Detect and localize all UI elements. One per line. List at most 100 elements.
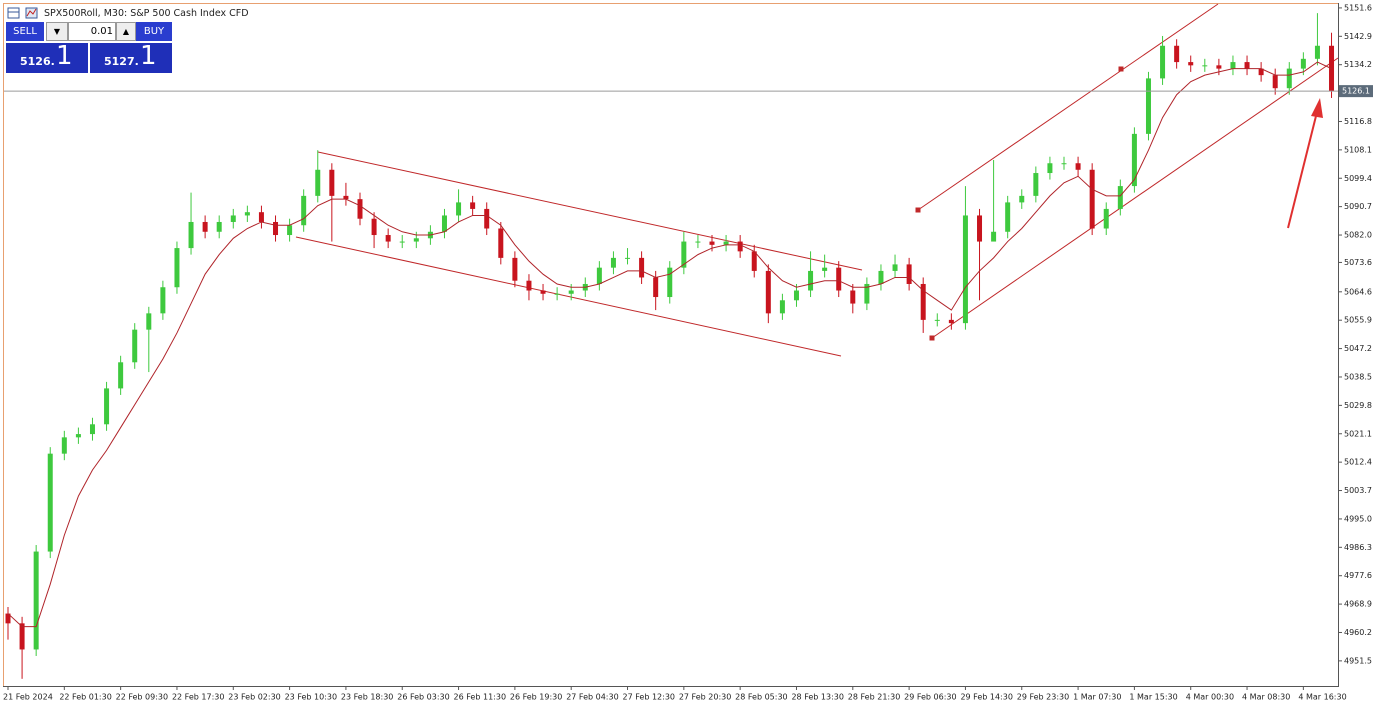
candle-body: [1230, 62, 1236, 69]
x-tick-label: 26 Feb 03:30: [397, 693, 449, 702]
channel-line: [917, 3, 1219, 211]
candle-body: [667, 267, 673, 298]
candle-body: [653, 277, 659, 298]
y-tick-label: 5055.9: [1344, 316, 1372, 325]
candle-body: [385, 235, 391, 242]
candle-body: [1061, 163, 1067, 165]
candle-body: [216, 221, 222, 232]
candle-body: [160, 287, 166, 314]
candle-body: [681, 241, 687, 268]
candle-body: [1174, 45, 1180, 63]
candle-body: [273, 221, 279, 236]
ask-box[interactable]: 5127. 1: [90, 41, 172, 73]
candle-body: [864, 283, 870, 304]
x-tick-label: 4 Mar 00:30: [1186, 693, 1234, 702]
candle-body: [625, 257, 631, 259]
chart-title: SPX500Roll, M30: S&P 500 Cash Index CFD: [44, 8, 249, 19]
candle-body: [202, 221, 208, 232]
lot-input[interactable]: 0.01: [68, 22, 116, 41]
x-tick-label: 22 Feb 17:30: [172, 693, 224, 702]
x-tick-label: 4 Mar 08:30: [1242, 693, 1290, 702]
plot: 5151.6 5142.9 5134.2 5116.8 5108.1 5099.4 5090…: [3, 3, 1373, 702]
candle-body: [1075, 163, 1081, 170]
x-tick-label: 26 Feb 19:30: [510, 693, 562, 702]
candle-body: [1117, 186, 1123, 209]
candle-body: [19, 623, 25, 650]
bid-digit: 1: [56, 41, 73, 71]
lot-decrease[interactable]: ▼: [46, 22, 68, 41]
y-tick-label: 5090.7: [1344, 202, 1372, 211]
x-tick-label: 1 Mar 07:30: [1073, 693, 1121, 702]
candle-body: [709, 241, 715, 245]
candle-body: [1314, 45, 1320, 59]
arrow-head: [1311, 98, 1323, 118]
arrow-shaft: [1287, 111, 1318, 229]
candle-body: [371, 218, 377, 236]
x-tick-label: 4 Mar 16:30: [1298, 693, 1346, 702]
candle-body: [89, 424, 95, 435]
candle-body: [836, 267, 842, 291]
candle-body: [526, 280, 532, 291]
candle-body: [1244, 62, 1250, 69]
candle-body: [470, 202, 476, 209]
icon: [26, 8, 37, 17]
candle-body: [779, 300, 785, 314]
x-tick-label: 26 Feb 11:30: [454, 693, 506, 702]
candle-body: [1188, 62, 1194, 66]
x-tick-label: 23 Feb 10:30: [285, 693, 337, 702]
plot-frame: [3, 3, 1339, 687]
y-tick-label: 4977.6: [1344, 571, 1372, 580]
candle-body: [892, 264, 898, 271]
candle-body: [977, 215, 983, 242]
x-tick-label: 28 Feb 13:30: [791, 693, 843, 702]
y-tick-label: 4968.9: [1344, 600, 1372, 609]
candle-body: [1300, 58, 1306, 69]
sell-button[interactable]: SELL: [6, 22, 44, 41]
candle-body: [1160, 45, 1166, 79]
candle-body: [1202, 65, 1208, 67]
candle-body: [1329, 45, 1335, 92]
lot-increase[interactable]: ▲: [116, 22, 136, 41]
y-tick-label: 5134.2: [1344, 60, 1372, 69]
candle-body: [118, 362, 124, 389]
bid-price: 5126.: [20, 55, 55, 68]
bid-box[interactable]: 5126. 1: [6, 41, 88, 73]
candle-body: [1047, 163, 1053, 174]
buy-button[interactable]: BUY: [136, 22, 172, 41]
y-tick-label: 5073.6: [1344, 258, 1372, 267]
candle-body: [1216, 65, 1222, 69]
candle-body: [357, 199, 363, 219]
candle-body: [639, 257, 645, 278]
x-tick-label: 29 Feb 06:30: [904, 693, 956, 702]
candle-body: [258, 212, 264, 222]
candle-body: [1258, 68, 1264, 76]
y-tick-label: 4986.3: [1344, 543, 1372, 552]
x-tick-label: 1 Mar 15:30: [1129, 693, 1177, 702]
candle-body: [723, 241, 729, 245]
x-tick-label: 23 Feb 02:30: [228, 693, 280, 702]
candle-body: [934, 319, 940, 321]
candle-body: [540, 290, 546, 294]
x-tick-label: 21 Feb 2024: [3, 693, 53, 702]
y-tick-label: 4960.2: [1344, 628, 1372, 637]
current-price-box: [1339, 85, 1373, 98]
candle-body: [1005, 202, 1011, 232]
candle-body: [554, 293, 560, 295]
y-tick-label: 5021.1: [1344, 429, 1372, 438]
y-tick-label: 5003.7: [1344, 486, 1372, 495]
trend-channels: [295, 3, 1339, 357]
ask-price: 5127.: [104, 55, 139, 68]
x-tick-label: 28 Feb 05:30: [735, 693, 787, 702]
candle-body: [104, 388, 110, 425]
y-tick-label: 5064.6: [1344, 287, 1372, 296]
y-tick-label: 5116.8: [1344, 117, 1372, 126]
candle-body: [822, 267, 828, 271]
candle-body: [174, 248, 180, 288]
candle-body: [146, 313, 152, 330]
x-tick-label: 27 Feb 20:30: [679, 693, 731, 702]
y-tick-label: 5099.4: [1344, 174, 1372, 183]
icon: [7, 7, 20, 19]
candle-body: [1019, 195, 1025, 203]
y-tick-label: 5082.0: [1344, 231, 1372, 240]
